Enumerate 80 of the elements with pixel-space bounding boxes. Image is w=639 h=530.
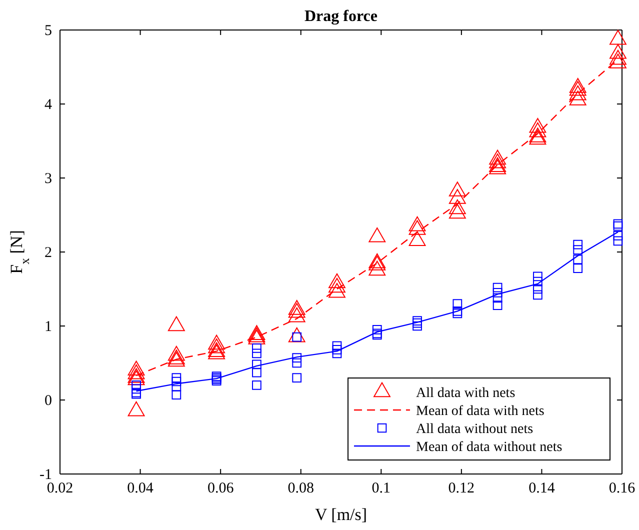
x-tick-label: 0.08 (288, 480, 314, 497)
point (613, 231, 623, 240)
point (408, 231, 426, 246)
point (569, 80, 586, 96)
point (252, 380, 262, 390)
point (408, 216, 426, 232)
x-tick-label: 0.02 (46, 480, 74, 497)
point (368, 228, 386, 242)
y-tick-label: 2 (44, 244, 52, 261)
point (533, 290, 542, 300)
point (372, 325, 382, 334)
point (332, 348, 342, 358)
point (533, 272, 542, 282)
point (172, 376, 182, 386)
y-tick-label: 1 (44, 318, 52, 335)
point (573, 264, 583, 273)
x-tick-label: 0.14 (528, 480, 556, 497)
point (569, 85, 586, 100)
point (569, 78, 586, 93)
point (252, 368, 262, 378)
legend-label: All data without nets (416, 422, 534, 437)
point (412, 318, 422, 328)
x-tick-label: 0.06 (207, 480, 234, 497)
point (132, 380, 141, 390)
y-tick-label: 0 (44, 392, 52, 409)
point (573, 240, 583, 250)
point (292, 353, 302, 363)
point (368, 260, 386, 276)
point (252, 360, 262, 370)
point (252, 344, 262, 353)
point (408, 220, 426, 235)
chart-title: Drag force (304, 8, 378, 25)
point (452, 299, 462, 308)
point (172, 390, 182, 400)
point (610, 30, 626, 45)
x-tick-label: 0.12 (448, 480, 475, 497)
y-tick-label: 5 (44, 22, 52, 39)
point (412, 316, 422, 326)
point (533, 276, 542, 286)
x-axis-title: V [m/s] (314, 505, 368, 524)
y-tick-label: 4 (44, 96, 52, 113)
legend-label: Mean of data with nets (416, 404, 544, 419)
point (489, 150, 506, 165)
x-tick-label: 0.1 (372, 480, 391, 497)
point (292, 358, 302, 368)
point (292, 373, 302, 382)
point (492, 288, 502, 298)
point (452, 306, 462, 316)
point (613, 236, 623, 246)
point (492, 300, 502, 310)
point (252, 348, 262, 358)
legend-label: Mean of data without nets (416, 440, 562, 455)
point (610, 50, 626, 65)
point (332, 341, 342, 351)
point (448, 204, 466, 219)
point (569, 90, 586, 106)
point (610, 54, 626, 68)
point (492, 293, 502, 303)
point (172, 382, 182, 392)
point (172, 373, 182, 382)
point (452, 308, 462, 318)
point (529, 122, 546, 138)
point (573, 254, 583, 264)
point (448, 182, 466, 196)
point (332, 344, 342, 354)
point (610, 44, 626, 59)
x-tick-label: 0.04 (127, 480, 154, 497)
point (533, 284, 542, 294)
y-tick-label: -1 (40, 466, 52, 483)
point (489, 154, 506, 168)
point (412, 321, 422, 331)
point (448, 199, 466, 214)
legend-label: All data with nets (416, 386, 516, 401)
x-tick-label: 0.16 (608, 480, 636, 497)
point (529, 118, 546, 133)
point (573, 245, 583, 254)
point (132, 384, 141, 394)
point (448, 189, 466, 204)
point (492, 282, 502, 292)
y-tick-label: 3 (44, 170, 52, 187)
